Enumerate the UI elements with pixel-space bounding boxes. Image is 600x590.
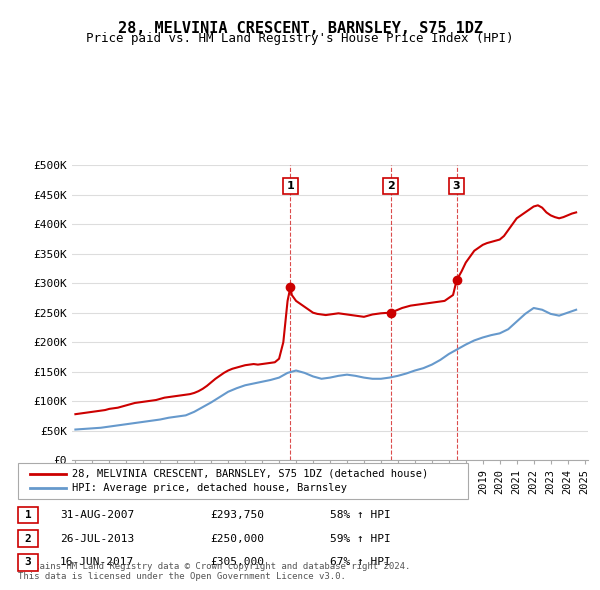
Text: 31-AUG-2007: 31-AUG-2007 xyxy=(60,510,134,520)
Text: Price paid vs. HM Land Registry's House Price Index (HPI): Price paid vs. HM Land Registry's House … xyxy=(86,32,514,45)
Text: 2: 2 xyxy=(25,534,31,543)
Text: 16-JUN-2017: 16-JUN-2017 xyxy=(60,558,134,567)
Text: Contains HM Land Registry data © Crown copyright and database right 2024.
This d: Contains HM Land Registry data © Crown c… xyxy=(18,562,410,581)
Text: 1: 1 xyxy=(287,181,295,191)
Text: 67% ↑ HPI: 67% ↑ HPI xyxy=(330,558,391,567)
Text: 2: 2 xyxy=(387,181,394,191)
Text: 28, MELVINIA CRESCENT, BARNSLEY, S75 1DZ: 28, MELVINIA CRESCENT, BARNSLEY, S75 1DZ xyxy=(118,21,482,35)
Text: 3: 3 xyxy=(25,558,31,567)
Text: £250,000: £250,000 xyxy=(210,534,264,543)
Text: HPI: Average price, detached house, Barnsley: HPI: Average price, detached house, Barn… xyxy=(72,483,347,493)
Text: 28, MELVINIA CRESCENT, BARNSLEY, S75 1DZ (detached house): 28, MELVINIA CRESCENT, BARNSLEY, S75 1DZ… xyxy=(72,469,428,478)
Text: 1: 1 xyxy=(25,510,31,520)
Text: £305,000: £305,000 xyxy=(210,558,264,567)
Text: £293,750: £293,750 xyxy=(210,510,264,520)
Text: 59% ↑ HPI: 59% ↑ HPI xyxy=(330,534,391,543)
Text: 58% ↑ HPI: 58% ↑ HPI xyxy=(330,510,391,520)
Text: 3: 3 xyxy=(453,181,460,191)
Text: 26-JUL-2013: 26-JUL-2013 xyxy=(60,534,134,543)
